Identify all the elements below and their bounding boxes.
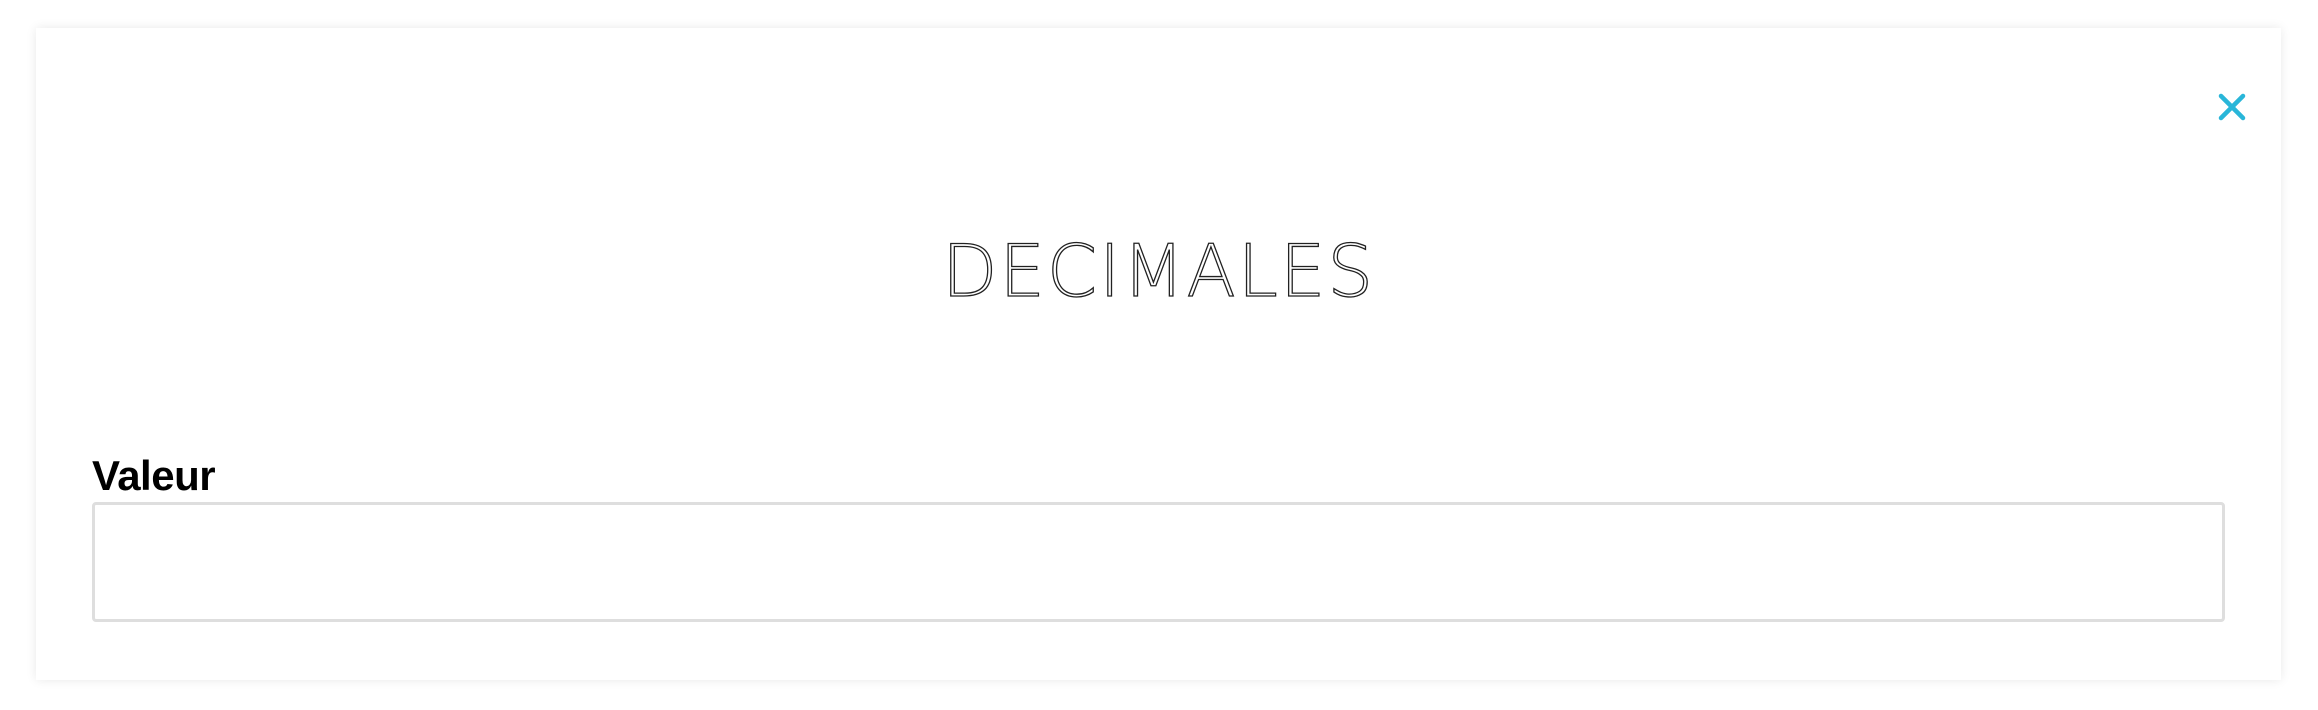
valeur-input[interactable]: [92, 502, 2225, 622]
decimales-dialog: DECIMALES Valeur: [36, 28, 2281, 680]
close-button[interactable]: [2201, 76, 2263, 138]
dialog-title: DECIMALES: [941, 228, 1376, 313]
valeur-label: Valeur: [92, 452, 216, 499]
close-icon: [2218, 93, 2246, 121]
